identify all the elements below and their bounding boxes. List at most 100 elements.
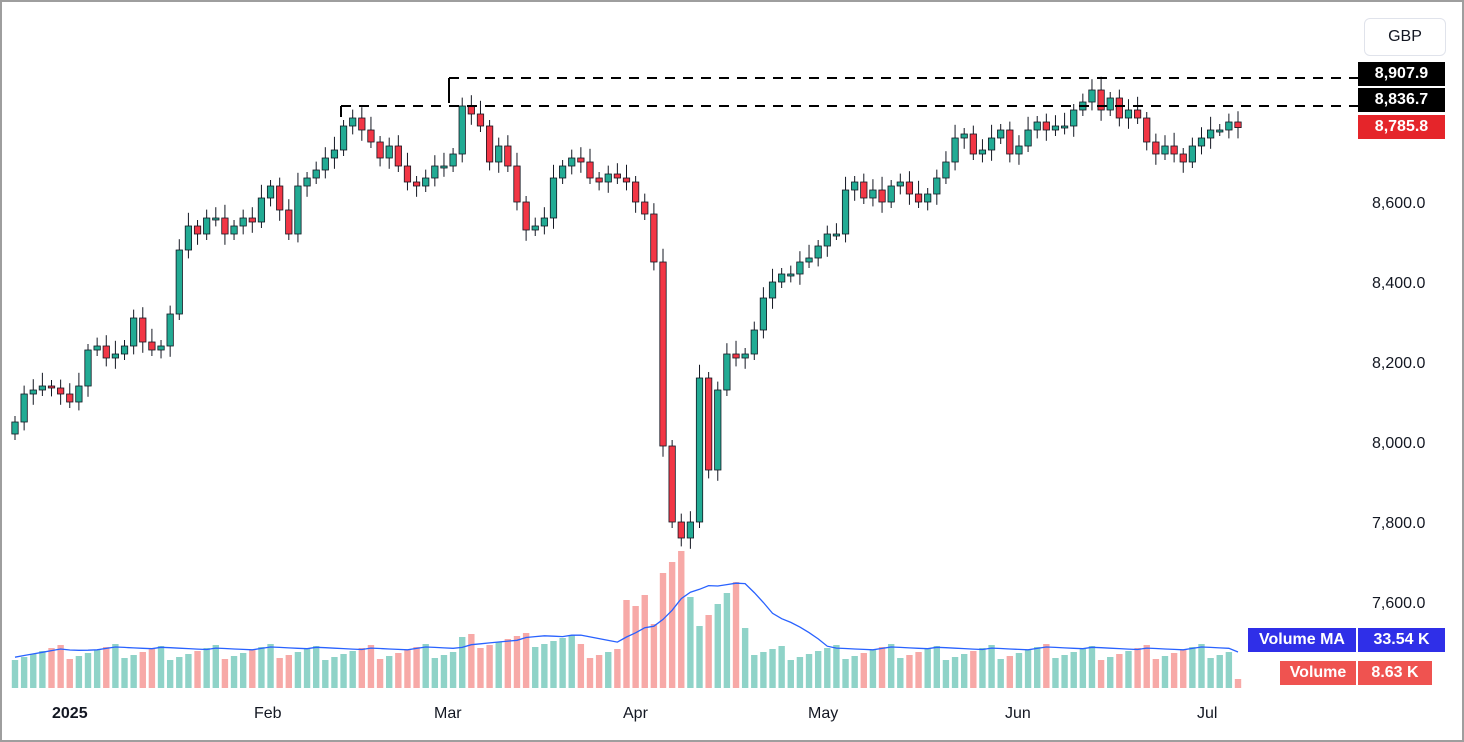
candle-body bbox=[686, 521, 694, 539]
candle-body bbox=[814, 245, 822, 259]
currency-label: GBP bbox=[1388, 28, 1422, 45]
volume-bar bbox=[668, 562, 676, 688]
volume-bar bbox=[1061, 655, 1068, 688]
volume-bar bbox=[20, 657, 28, 688]
candle-body bbox=[422, 177, 430, 187]
candle-body bbox=[11, 421, 19, 435]
volume-bar bbox=[1043, 644, 1050, 688]
volume-bar bbox=[787, 660, 794, 688]
volume-bar bbox=[340, 654, 347, 688]
candle-body bbox=[695, 377, 704, 523]
x-tick-feb: Feb bbox=[254, 705, 282, 722]
volume-bar bbox=[203, 648, 210, 688]
candle-body bbox=[75, 385, 83, 403]
candle-body bbox=[486, 125, 494, 163]
volume-bar bbox=[148, 649, 156, 688]
candle-body bbox=[367, 129, 375, 143]
candle-body bbox=[586, 161, 594, 179]
candle-body bbox=[193, 225, 202, 235]
volume-bar bbox=[1207, 658, 1214, 688]
volume-bar bbox=[1152, 659, 1160, 688]
y-tick-8000: 8,000.0 bbox=[1372, 435, 1425, 452]
volume-bar bbox=[915, 652, 922, 688]
volume-bar bbox=[440, 655, 448, 688]
volume-bar bbox=[979, 648, 986, 688]
volume-bar bbox=[714, 604, 721, 688]
candle-body bbox=[248, 217, 256, 223]
candle-body bbox=[1179, 153, 1187, 163]
volume-bar bbox=[486, 645, 493, 688]
volume-bar bbox=[1088, 646, 1096, 688]
volume-bar bbox=[194, 651, 201, 688]
volume-bar bbox=[723, 593, 731, 688]
candle-body bbox=[832, 233, 841, 237]
candle-body bbox=[559, 165, 567, 179]
volume-bar bbox=[57, 645, 64, 688]
volume-bar bbox=[732, 582, 740, 688]
candle-body bbox=[1161, 145, 1169, 155]
candle-body bbox=[93, 345, 101, 351]
volume-bar bbox=[1006, 656, 1014, 688]
volume-ma-label: Volume MA bbox=[1248, 628, 1356, 652]
volume-bar bbox=[1234, 679, 1242, 688]
volume-bar bbox=[468, 634, 475, 688]
candle-body bbox=[1115, 97, 1123, 119]
candle-body bbox=[778, 273, 786, 283]
volume-bar bbox=[951, 657, 959, 688]
x-tick-may: May bbox=[808, 705, 838, 722]
volume-bar bbox=[1134, 648, 1141, 688]
volume-bar bbox=[404, 650, 411, 688]
candle-body bbox=[184, 225, 193, 251]
candle-body bbox=[540, 217, 548, 227]
candle-body bbox=[513, 165, 521, 203]
volume-bar bbox=[997, 659, 1004, 688]
volume-bar bbox=[970, 651, 977, 688]
volume-bar bbox=[367, 645, 375, 688]
candle-body bbox=[1106, 97, 1114, 111]
volume-bar bbox=[833, 645, 840, 688]
volume-bar bbox=[1189, 647, 1196, 688]
volume-bar bbox=[212, 645, 219, 688]
candle-body bbox=[458, 105, 466, 155]
volume-bar bbox=[1198, 644, 1205, 688]
candle-body bbox=[111, 353, 119, 359]
candle-body bbox=[321, 157, 329, 171]
candle-body bbox=[203, 217, 211, 235]
volume-bar bbox=[1070, 652, 1077, 688]
volume-bar bbox=[48, 648, 55, 688]
volume-bar bbox=[294, 652, 302, 688]
volume-bar bbox=[358, 648, 366, 688]
candle-body bbox=[1006, 129, 1014, 155]
volume-bar bbox=[650, 624, 658, 688]
volume-bar bbox=[741, 628, 749, 688]
volume-bar bbox=[249, 650, 256, 688]
volume-bar bbox=[1216, 655, 1223, 688]
candle-body bbox=[723, 353, 731, 391]
candle-body bbox=[20, 393, 28, 423]
volume-bar bbox=[504, 639, 512, 688]
volume-bar bbox=[595, 655, 603, 688]
candle-body bbox=[604, 173, 612, 183]
candle-body bbox=[905, 181, 914, 195]
candle-body bbox=[212, 217, 220, 221]
volume-bar bbox=[1161, 656, 1169, 688]
volume-bar bbox=[93, 650, 101, 688]
volume-bar bbox=[1170, 653, 1178, 688]
volume-bar bbox=[84, 653, 92, 688]
volume-bar bbox=[796, 657, 804, 688]
candle-body bbox=[120, 345, 129, 355]
candle-body bbox=[257, 197, 266, 223]
candle-body bbox=[1197, 137, 1206, 147]
currency-selector[interactable]: GBP bbox=[1364, 18, 1446, 56]
volume-bar bbox=[760, 652, 767, 688]
candle-body bbox=[750, 329, 758, 355]
candle-body bbox=[266, 185, 275, 199]
y-tick-8400: 8,400.0 bbox=[1372, 275, 1425, 292]
x-tick-2025: 2025 bbox=[52, 705, 88, 722]
candle-body bbox=[549, 177, 558, 219]
volume-bar bbox=[897, 658, 904, 688]
volume-bar bbox=[878, 647, 886, 688]
volume-bar bbox=[933, 646, 941, 688]
